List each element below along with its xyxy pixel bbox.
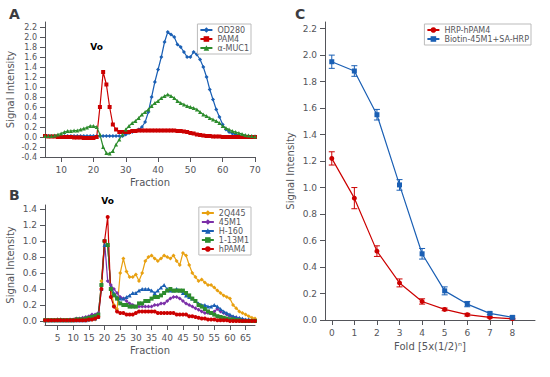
svg-text:1.2: 1.2 <box>24 73 37 82</box>
svg-text:45M1: 45M1 <box>219 218 241 227</box>
svg-text:0.6: 0.6 <box>23 268 38 278</box>
svg-text:40: 40 <box>162 333 174 343</box>
svg-text:0.2: 0.2 <box>23 300 37 310</box>
svg-text:0.6: 0.6 <box>303 236 318 246</box>
svg-text:4: 4 <box>419 328 425 338</box>
svg-text:1.8: 1.8 <box>24 43 37 52</box>
svg-text:A: A <box>9 6 20 22</box>
svg-text:-0.4: -0.4 <box>21 153 37 162</box>
svg-text:0.0: 0.0 <box>303 315 318 325</box>
svg-text:20: 20 <box>88 165 100 175</box>
svg-text:OD280: OD280 <box>217 26 245 35</box>
svg-text:25: 25 <box>114 333 125 343</box>
svg-text:65: 65 <box>240 333 251 343</box>
svg-text:2.0: 2.0 <box>303 50 318 60</box>
svg-text:2.2: 2.2 <box>303 24 317 34</box>
svg-text:7: 7 <box>487 328 493 338</box>
svg-text:55: 55 <box>209 333 220 343</box>
svg-text:Fraction: Fraction <box>130 345 170 356</box>
svg-text:1.6: 1.6 <box>24 53 37 62</box>
svg-text:70: 70 <box>249 165 261 175</box>
svg-text:35: 35 <box>146 333 157 343</box>
svg-text:50: 50 <box>193 333 205 343</box>
svg-text:1-13M1: 1-13M1 <box>219 236 249 245</box>
svg-text:60: 60 <box>224 333 236 343</box>
svg-text:Signal Intensity: Signal Intensity <box>5 51 16 129</box>
svg-text:0.2: 0.2 <box>24 123 37 132</box>
svg-text:Signal Intensity: Signal Intensity <box>285 132 296 210</box>
svg-text:10: 10 <box>67 333 79 343</box>
svg-text:15: 15 <box>83 333 94 343</box>
svg-text:1.2: 1.2 <box>23 220 37 230</box>
svg-text:0.8: 0.8 <box>24 93 37 102</box>
svg-text:0: 0 <box>329 328 335 338</box>
svg-text:0.8: 0.8 <box>303 209 318 219</box>
svg-text:1.2: 1.2 <box>303 156 317 166</box>
svg-text:8: 8 <box>510 328 516 338</box>
svg-text:Fraction: Fraction <box>130 177 170 188</box>
svg-text:0.4: 0.4 <box>24 113 37 122</box>
svg-text:H-160: H-160 <box>219 227 243 236</box>
svg-text:Fold [5x(1/2)ⁿ]: Fold [5x(1/2)ⁿ] <box>394 341 466 352</box>
svg-text:0.0: 0.0 <box>23 316 38 326</box>
svg-text:B: B <box>9 187 20 203</box>
svg-text:50: 50 <box>185 165 197 175</box>
svg-text:2: 2 <box>374 328 380 338</box>
svg-text:5: 5 <box>55 333 61 343</box>
svg-text:α-MUC1: α-MUC1 <box>217 44 249 53</box>
svg-text:2Q445: 2Q445 <box>219 209 246 218</box>
svg-text:5: 5 <box>442 328 448 338</box>
svg-text:PAM4: PAM4 <box>217 35 239 44</box>
svg-text:1.8: 1.8 <box>303 77 318 87</box>
svg-text:2.0: 2.0 <box>24 33 37 42</box>
svg-text:0.4: 0.4 <box>303 262 318 272</box>
svg-text:-0.2: -0.2 <box>21 143 37 152</box>
svg-text:0.0: 0.0 <box>24 133 37 142</box>
svg-text:hPAM4: hPAM4 <box>219 245 246 254</box>
svg-text:0.2: 0.2 <box>303 289 317 299</box>
svg-text:45: 45 <box>177 333 188 343</box>
svg-text:C: C <box>295 6 305 22</box>
svg-text:30: 30 <box>120 165 132 175</box>
svg-text:0.4: 0.4 <box>23 284 38 294</box>
svg-text:1: 1 <box>351 328 357 338</box>
svg-text:0.6: 0.6 <box>24 103 37 112</box>
svg-text:1.6: 1.6 <box>303 103 318 113</box>
svg-text:1.0: 1.0 <box>23 236 38 246</box>
svg-text:6: 6 <box>464 328 470 338</box>
svg-text:40: 40 <box>152 165 164 175</box>
svg-text:2.2: 2.2 <box>24 23 37 32</box>
svg-text:1.4: 1.4 <box>303 130 318 140</box>
svg-text:Signal Intensity: Signal Intensity <box>5 226 16 304</box>
svg-text:3: 3 <box>397 328 403 338</box>
svg-text:30: 30 <box>130 333 142 343</box>
svg-text:0.8: 0.8 <box>23 252 38 262</box>
svg-text:Vo: Vo <box>90 42 103 52</box>
svg-text:HRP-hPAM4: HRP-hPAM4 <box>444 26 490 35</box>
svg-text:1.4: 1.4 <box>23 204 38 214</box>
svg-text:1.4: 1.4 <box>24 63 37 72</box>
svg-text:60: 60 <box>217 165 229 175</box>
svg-text:10: 10 <box>55 165 67 175</box>
svg-text:20: 20 <box>99 333 111 343</box>
svg-text:Biotin-45M1+SA-HRP: Biotin-45M1+SA-HRP <box>444 35 529 44</box>
svg-text:1.0: 1.0 <box>303 183 318 193</box>
svg-text:Vo: Vo <box>101 196 114 206</box>
svg-text:1.0: 1.0 <box>24 83 37 92</box>
